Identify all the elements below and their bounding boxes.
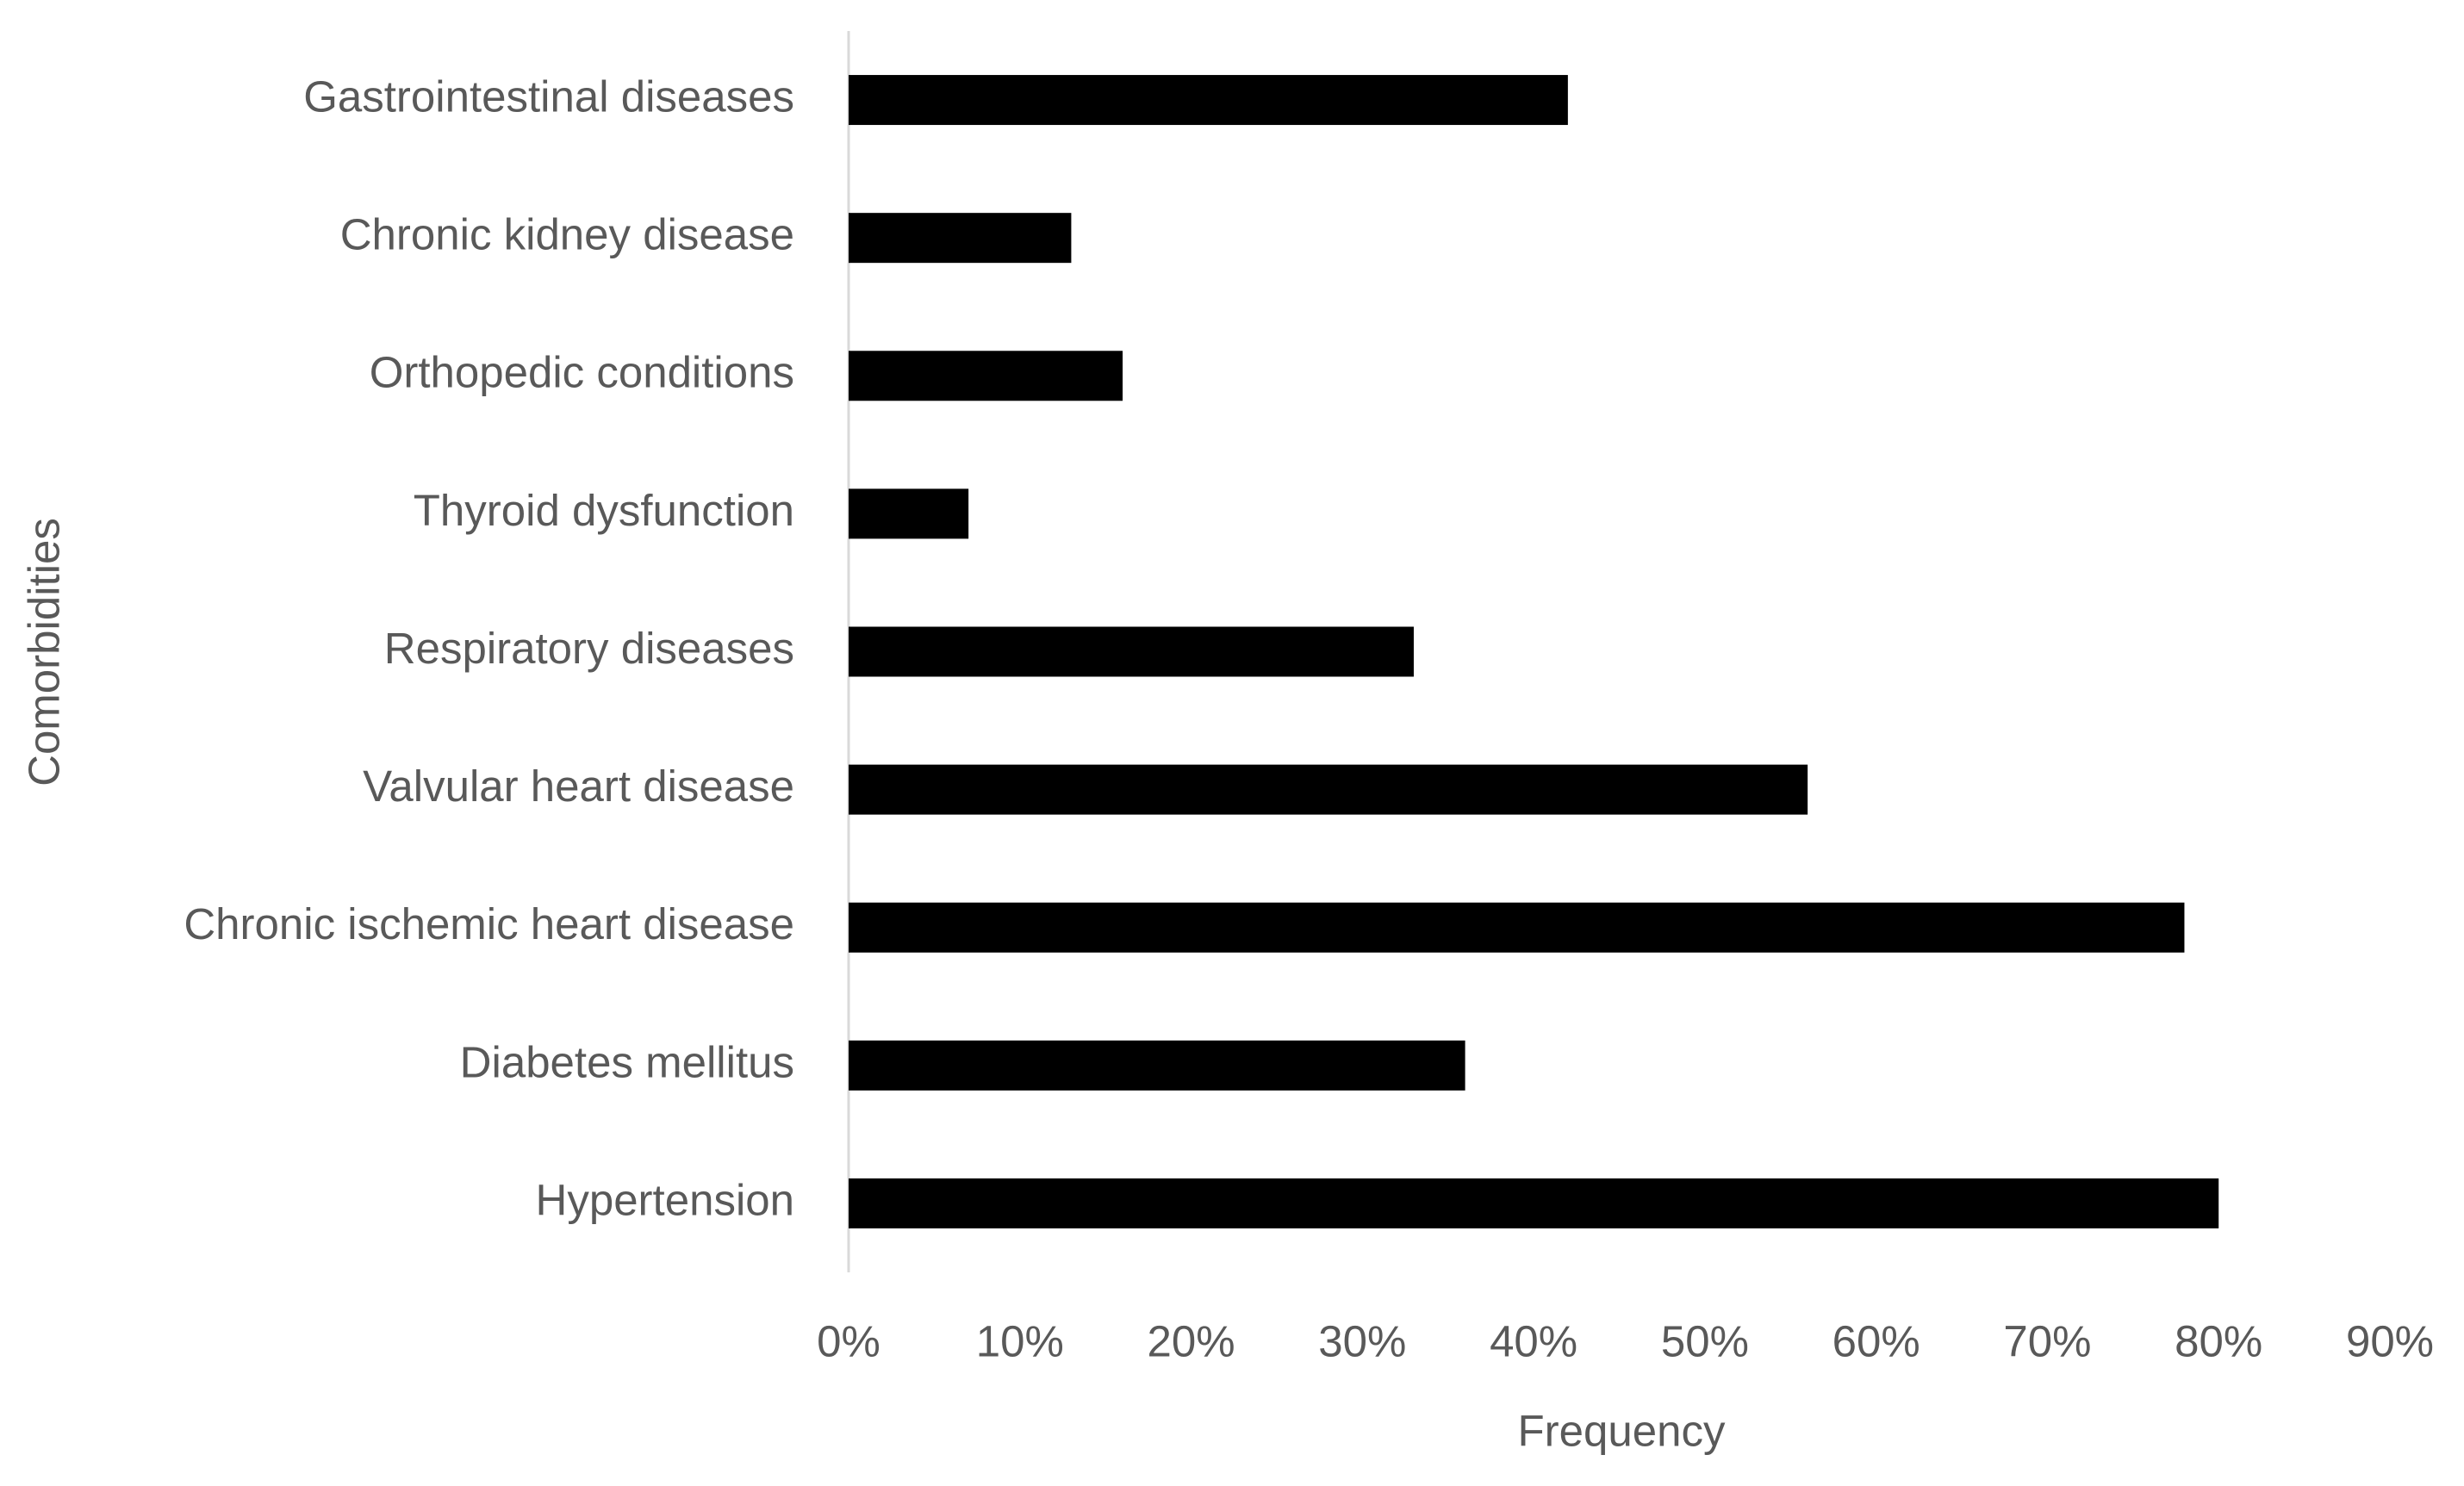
bar [849,902,2185,953]
x-tick-label: 80% [2175,1316,2262,1365]
x-tick-label: 90% [2346,1316,2434,1365]
bar [849,213,1072,264]
x-tick-label: 50% [1661,1316,1749,1365]
y-tick-label: Orthopedic conditions [370,348,794,397]
x-tick-label: 70% [2003,1316,2091,1365]
y-tick-label: Valvular heart disease [363,762,794,811]
y-tick-label: Chronic ischemic heart disease [184,899,794,948]
bar [849,1040,1465,1091]
x-axis-title: Frequency [1518,1406,1726,1455]
x-tick-label: 0% [817,1316,880,1365]
y-axis-title: Comorbidities [19,518,68,787]
bar [849,488,969,539]
x-tick-label: 10% [976,1316,1064,1365]
y-tick-label: Respiratory diseases [384,624,794,673]
bar [849,351,1123,401]
bar [849,764,1808,815]
x-tick-label: 20% [1148,1316,1235,1365]
x-tick-label: 60% [1832,1316,1920,1365]
y-tick-label: Diabetes mellitus [460,1037,794,1086]
bar [849,1178,2219,1228]
y-tick-label: Chronic kidney disease [340,210,794,259]
x-tick-label: 40% [1490,1316,1577,1365]
y-tick-label: Hypertension [536,1175,795,1224]
y-tick-label: Thyroid dysfunction [414,486,794,535]
y-tick-label: Gastrointestinal diseases [303,72,794,121]
bar [849,75,1568,126]
x-tick-label: 30% [1318,1316,1406,1365]
bar [849,626,1414,677]
